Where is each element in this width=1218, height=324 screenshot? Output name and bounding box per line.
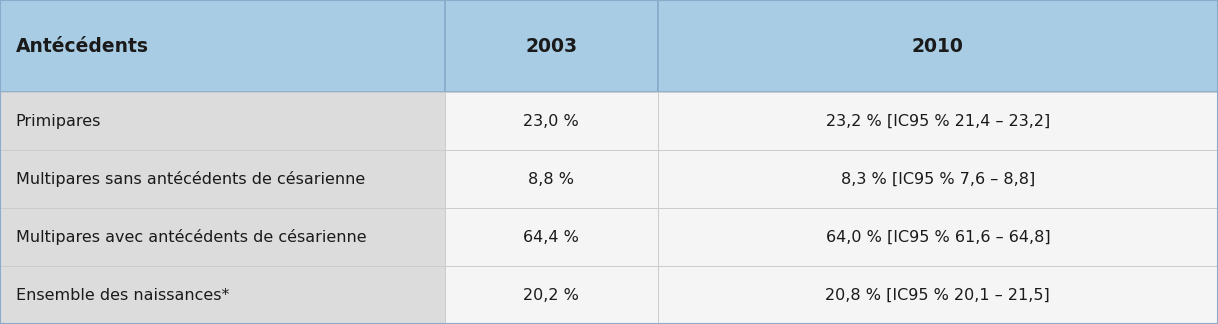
Text: 8,8 %: 8,8 %: [529, 172, 574, 187]
Text: 23,0 %: 23,0 %: [524, 114, 579, 129]
Bar: [0, 0, 445, 92]
Text: 23,2 % [IC95 % 21,4 – 23,2]: 23,2 % [IC95 % 21,4 – 23,2]: [826, 114, 1050, 129]
Text: Multipares avec antécédents de césarienne: Multipares avec antécédents de césarienn…: [16, 229, 367, 245]
Text: 20,8 % [IC95 % 20,1 – 21,5]: 20,8 % [IC95 % 20,1 – 21,5]: [826, 287, 1050, 303]
Text: 8,3 % [IC95 % 7,6 – 8,8]: 8,3 % [IC95 % 7,6 – 8,8]: [840, 172, 1035, 187]
Text: 2010: 2010: [912, 37, 963, 56]
Bar: [658, 92, 1218, 150]
Bar: [445, 208, 658, 266]
Bar: [0, 150, 445, 208]
Text: 64,4 %: 64,4 %: [524, 230, 579, 245]
Bar: [0, 208, 445, 266]
Text: 2003: 2003: [525, 37, 577, 56]
Bar: [445, 92, 658, 150]
Text: Ensemble des naissances*: Ensemble des naissances*: [16, 287, 229, 303]
Bar: [445, 150, 658, 208]
Bar: [658, 208, 1218, 266]
Bar: [658, 266, 1218, 324]
Text: Multipares sans antécédents de césarienne: Multipares sans antécédents de césarienn…: [16, 171, 365, 187]
Bar: [445, 266, 658, 324]
Bar: [658, 150, 1218, 208]
Bar: [0, 92, 445, 150]
Bar: [445, 0, 658, 92]
Text: Antécédents: Antécédents: [16, 37, 149, 56]
Text: Primipares: Primipares: [16, 114, 101, 129]
Text: 20,2 %: 20,2 %: [524, 287, 579, 303]
Bar: [0, 266, 445, 324]
Bar: [658, 0, 1218, 92]
Text: 64,0 % [IC95 % 61,6 – 64,8]: 64,0 % [IC95 % 61,6 – 64,8]: [826, 230, 1050, 245]
